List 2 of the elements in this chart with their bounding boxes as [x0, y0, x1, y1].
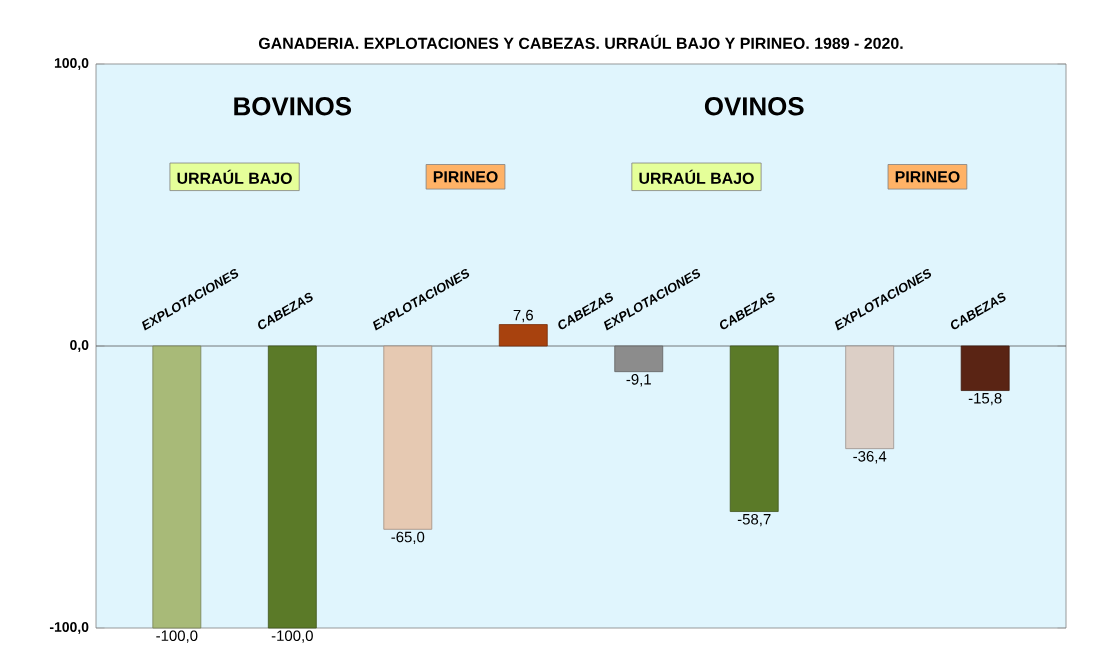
annotation: BOVINOS: [234, 97, 352, 116]
annotation: OVINOS: [704, 97, 804, 116]
